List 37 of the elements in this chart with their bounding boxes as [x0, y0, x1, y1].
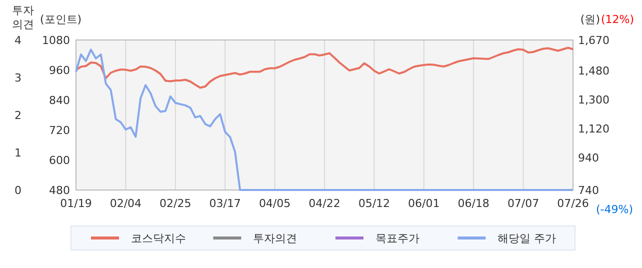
legend-label: 투자의견	[253, 232, 298, 245]
y-tick-label: 840	[49, 94, 70, 107]
legend-label: 해당일 주가	[498, 232, 556, 245]
x-tick-label: 04/05	[258, 197, 291, 210]
x-tick-label: 06/01	[408, 197, 440, 210]
y3-axis-title: 투자의견	[12, 4, 34, 31]
y2-tick-label: 740	[578, 184, 599, 197]
y-tick-label: 720	[49, 124, 70, 137]
legend-label: 코스닥지수	[131, 232, 186, 245]
x-tick-label: 02/04	[110, 197, 142, 210]
x-tick-label: 03/17	[209, 197, 241, 210]
y-tick-label: 1080	[42, 34, 70, 47]
y2-tick-label: 1,480	[578, 64, 610, 78]
x-tick-label: 07/07	[507, 197, 540, 210]
y2-tick-label: 940	[578, 152, 599, 165]
y-axis-title: (포인트)	[40, 13, 82, 26]
x-tick-label: 05/12	[358, 197, 390, 210]
text: (-49%)	[596, 203, 634, 216]
x-tick-label: 04/22	[308, 197, 340, 210]
y3-tick-label: 1	[14, 146, 22, 160]
y3-tick-label: 3	[14, 72, 22, 84]
y-tick-label: 480	[49, 184, 70, 197]
y3-tick-label: 2	[14, 109, 22, 122]
y2-tick-label: 1,670	[578, 34, 610, 47]
y-tick-label: 600	[49, 154, 70, 167]
text: (12%)	[601, 13, 634, 26]
x-tick-label: 07/26	[557, 197, 589, 210]
y-tick-label: 960	[49, 64, 70, 77]
y2-axis-title: (원)	[580, 13, 600, 26]
y2-tick-label: 1,300	[578, 94, 610, 107]
y3-tick-label: 0	[14, 184, 22, 197]
x-tick-label: 01/19	[60, 197, 92, 210]
legend-label: 목표주가	[375, 232, 420, 245]
x-tick-label: 02/25	[160, 197, 192, 210]
y3-tick-label: 4	[14, 34, 22, 47]
y2-tick-label: 1,120	[578, 122, 610, 136]
x-tick-label: 06/18	[458, 197, 490, 210]
